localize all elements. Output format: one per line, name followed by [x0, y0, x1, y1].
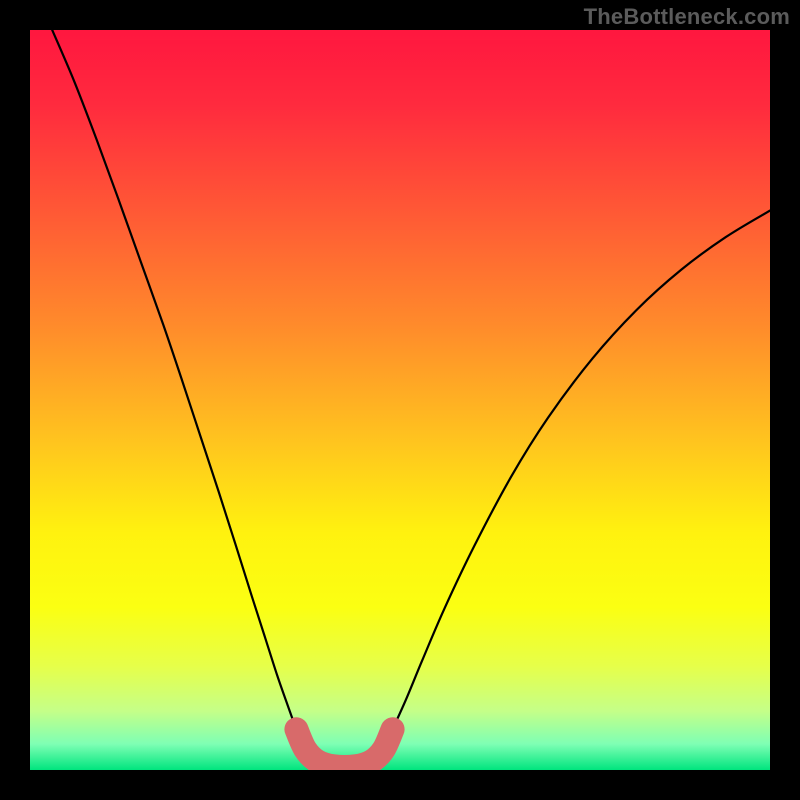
watermark-text: TheBottleneck.com [584, 4, 790, 30]
bottleneck-curve-chart [30, 30, 770, 770]
stage: TheBottleneck.com [0, 0, 800, 800]
chart-background [30, 30, 770, 770]
